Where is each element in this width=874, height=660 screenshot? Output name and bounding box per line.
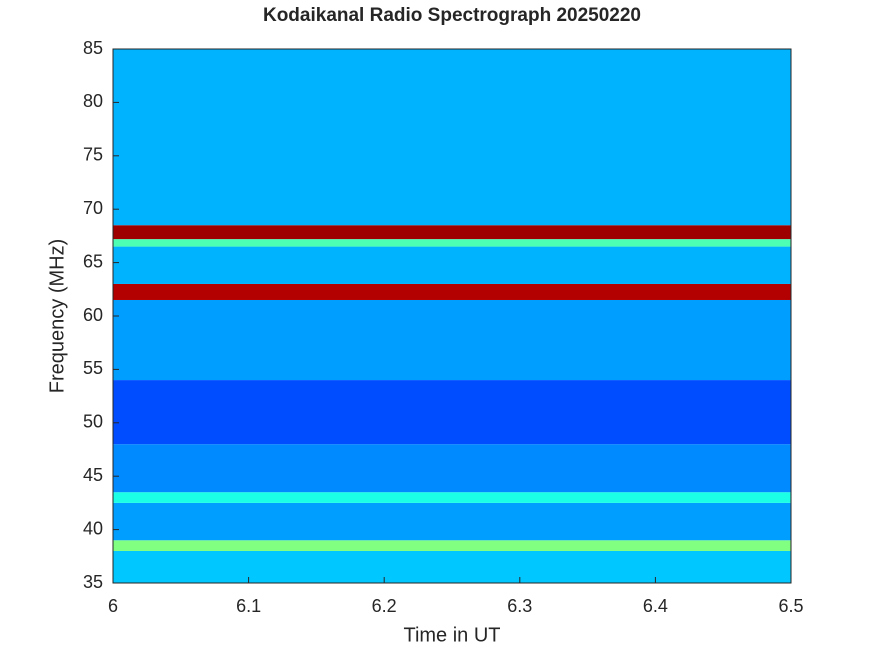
x-tick-label: 6.4 bbox=[643, 596, 668, 616]
x-tick-label: 6.5 bbox=[778, 596, 803, 616]
y-tick-label: 75 bbox=[83, 145, 103, 165]
y-tick-label: 85 bbox=[83, 38, 103, 58]
x-tick-label: 6.3 bbox=[507, 596, 532, 616]
y-axis-label: Frequency (MHz) bbox=[46, 239, 68, 393]
chart-title: Kodaikanal Radio Spectrograph 20250220 bbox=[263, 5, 641, 26]
x-tick-label: 6 bbox=[108, 596, 118, 616]
heatmap-cell bbox=[113, 239, 791, 247]
heatmap-cell bbox=[113, 283, 791, 300]
y-tick-label: 40 bbox=[83, 518, 103, 538]
heatmap-cell bbox=[113, 502, 791, 541]
y-tick-label: 70 bbox=[83, 198, 103, 218]
y-tick-label: 80 bbox=[83, 91, 103, 111]
x-tick-label: 6.1 bbox=[236, 596, 261, 616]
heatmap-cell bbox=[113, 49, 791, 226]
x-tick-label: 6.2 bbox=[372, 596, 397, 616]
y-tick-label: 50 bbox=[83, 412, 103, 432]
y-tick-label: 60 bbox=[83, 305, 103, 325]
heatmap-cell bbox=[113, 492, 791, 503]
y-tick-label: 65 bbox=[83, 251, 103, 271]
x-axis-label: Time in UT bbox=[403, 624, 500, 646]
heatmap-cell bbox=[113, 380, 791, 445]
heatmap-cell bbox=[113, 246, 791, 284]
heatmap-cell bbox=[113, 550, 791, 583]
heatmap-cell bbox=[113, 540, 791, 551]
y-tick-label: 55 bbox=[83, 358, 103, 378]
y-tick-label: 45 bbox=[83, 465, 103, 485]
heatmap-cell bbox=[113, 225, 791, 240]
y-tick-label: 35 bbox=[83, 572, 103, 592]
heatmap-cell bbox=[113, 299, 791, 381]
heatmap-cell bbox=[113, 444, 791, 493]
